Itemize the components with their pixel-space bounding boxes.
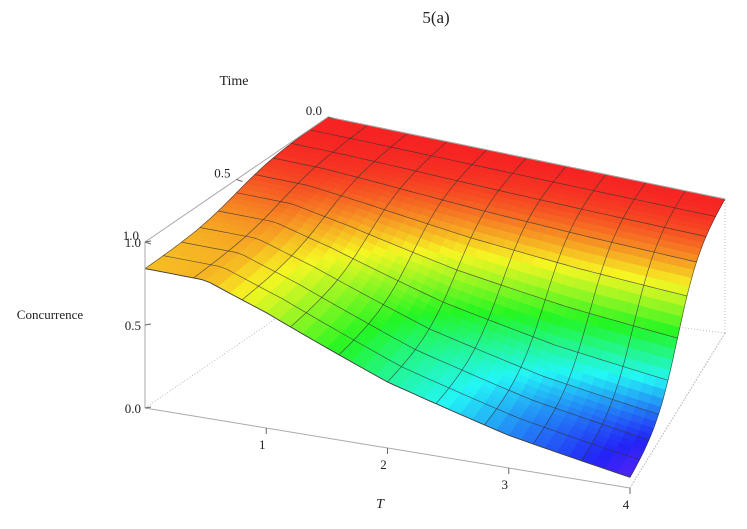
mesh-line-t bbox=[218, 210, 669, 381]
x-tick-label: 4 bbox=[623, 497, 630, 512]
concurrence-axis-label: Concurrence bbox=[17, 307, 84, 322]
z-tick-mark bbox=[144, 406, 152, 409]
y-tick-label: 1.0 bbox=[123, 228, 139, 243]
mesh-line-time bbox=[629, 198, 726, 478]
y-tick-mark bbox=[144, 241, 152, 245]
z-tick-label: 1.0 bbox=[125, 235, 141, 250]
mesh-line-t bbox=[236, 192, 678, 339]
mesh-line-t bbox=[181, 241, 650, 441]
box-edge-front bbox=[327, 116, 726, 200]
x-tick-label: 2 bbox=[380, 457, 387, 472]
mesh-line-t bbox=[163, 255, 640, 461]
z-tick-mark bbox=[144, 323, 152, 326]
chart-title: 5(a) bbox=[422, 8, 449, 27]
y-tick-label: 0.0 bbox=[306, 103, 322, 118]
surface-mesh-lines bbox=[144, 116, 726, 478]
x-tick-label: 3 bbox=[502, 477, 509, 492]
time-axis-label: Time bbox=[219, 74, 248, 89]
axis-ticks: 1 2 3 4 0.0 0.5 1.0 0.0 0.5 1.0 bbox=[123, 103, 631, 512]
box-edge-back bbox=[144, 282, 329, 409]
z-tick-label: 0.0 bbox=[125, 401, 141, 416]
mesh-line-time bbox=[435, 165, 567, 404]
surface-front-edge bbox=[144, 268, 631, 478]
mesh-line-time bbox=[532, 182, 646, 445]
t-axis-label: T bbox=[376, 497, 385, 512]
mesh-line-time bbox=[484, 174, 607, 426]
box-edge-right bbox=[629, 332, 726, 489]
mesh-line-time bbox=[581, 190, 686, 461]
y-tick-label: 0.5 bbox=[214, 166, 230, 181]
x-tick-label: 1 bbox=[259, 437, 266, 452]
y-tick-mark bbox=[327, 116, 335, 120]
z-tick-label: 0.5 bbox=[125, 318, 141, 333]
y-tick-mark bbox=[236, 179, 243, 182]
mesh-line-t bbox=[199, 227, 659, 415]
concurrence-surface bbox=[144, 116, 726, 478]
